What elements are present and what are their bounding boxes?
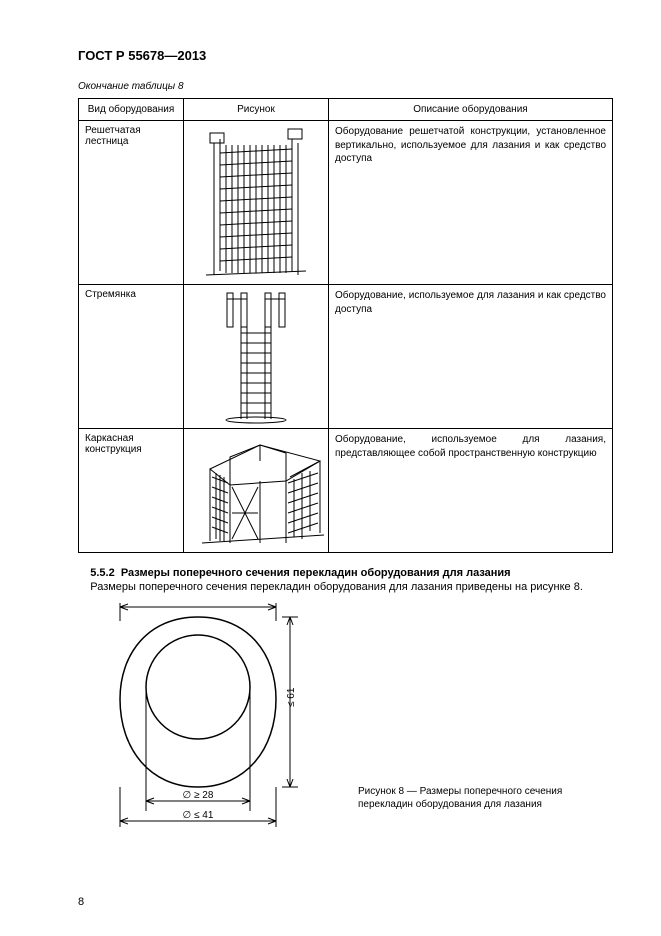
stepladder-icon xyxy=(211,289,301,424)
section-number: 5.5.2 xyxy=(90,567,114,579)
figure-8-caption: Рисунок 8 — Размеры поперечного сечения … xyxy=(358,785,568,811)
table-row: Стремянка xyxy=(79,285,613,429)
equipment-table: Вид оборудования Рисунок Описание оборуд… xyxy=(78,98,613,553)
equip-desc: Оборудование, используемое для лазания, … xyxy=(329,429,613,553)
equip-name: Каркасная конструкция xyxy=(79,429,184,553)
cross-section-diagram: ≤ 61 ∅ ≥ 28 ∅ ≤ 41 xyxy=(78,599,318,829)
dim-outer: ∅ ≤ 41 xyxy=(183,810,214,821)
section-heading: 5.5.2 Размеры поперечного сечения перекл… xyxy=(78,567,613,579)
equip-figure xyxy=(184,285,329,429)
section-title: Размеры поперечного сечения перекладин о… xyxy=(121,567,511,579)
dim-height: ≤ 61 xyxy=(286,687,297,707)
table-row: Решетчатая лестница xyxy=(79,121,613,285)
page-number: 8 xyxy=(78,896,84,908)
col-header-figure: Рисунок xyxy=(184,99,329,121)
equip-desc: Оборудование, используемое для лазания и… xyxy=(329,285,613,429)
frame-structure-icon xyxy=(190,433,330,548)
equip-figure xyxy=(184,121,329,285)
table-row: Каркасная конструкция xyxy=(79,429,613,553)
equip-figure xyxy=(184,429,329,553)
col-header-desc: Описание оборудования xyxy=(329,99,613,121)
table-header-row: Вид оборудования Рисунок Описание оборуд… xyxy=(79,99,613,121)
equip-name: Стремянка xyxy=(79,285,184,429)
section-body: Размеры поперечного сечения перекладин о… xyxy=(78,581,613,593)
lattice-ladder-icon xyxy=(196,125,316,280)
equip-desc: Оборудование решетчатой конструкции, уст… xyxy=(329,121,613,285)
figure-8: ≤ 61 ∅ ≥ 28 ∅ ≤ 41 Рисунок 8 — Размеры п… xyxy=(78,599,613,829)
table-caption: Окончание таблицы 8 xyxy=(78,81,613,92)
equip-name: Решетчатая лестница xyxy=(79,121,184,285)
col-header-name: Вид оборудования xyxy=(79,99,184,121)
dim-inner: ∅ ≥ 28 xyxy=(183,790,214,801)
document-title: ГОСТ Р 55678—2013 xyxy=(78,48,613,63)
page: ГОСТ Р 55678—2013 Окончание таблицы 8 Ви… xyxy=(0,0,661,936)
